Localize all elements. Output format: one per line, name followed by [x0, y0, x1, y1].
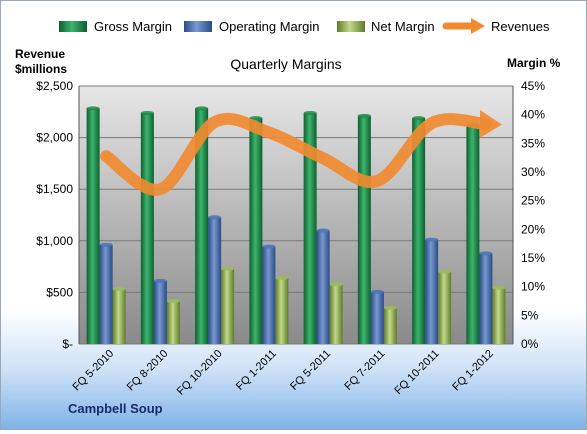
bar-net-margin	[112, 288, 126, 344]
legend-label-revenues: Revenues	[491, 19, 550, 34]
left-axis-ticks: $- $500 $1,000 $1,500 $2,000 $2,500	[36, 79, 73, 351]
right-tick-label: 35%	[521, 136, 545, 150]
right-tick-label: 20%	[521, 222, 545, 236]
left-axis-title-line1: Revenue	[15, 47, 65, 61]
bar-operating-margin	[99, 244, 113, 344]
bar-operating-margin	[208, 217, 222, 344]
bar-cap-gross-margin	[86, 106, 100, 111]
x-tick-label: FQ 10-2010	[175, 348, 225, 398]
legend-swatch-gross-margin	[59, 21, 87, 32]
legend-label-operating-margin: Operating Margin	[219, 19, 319, 34]
bar-cap-gross-margin	[249, 116, 263, 121]
bar-operating-margin	[153, 280, 167, 344]
x-tick-label: FQ 8-2010	[125, 348, 171, 394]
right-tick-label: 0%	[521, 337, 539, 351]
company-label: Campbell Soup	[68, 401, 163, 416]
bar-cap-operating-margin	[479, 251, 493, 256]
legend-arrowhead-revenues	[471, 18, 485, 34]
right-tick-label: 5%	[521, 308, 539, 322]
bar-cap-net-margin	[166, 299, 180, 303]
left-axis-title-line2: $millions	[15, 62, 67, 76]
left-tick-label: $1,500	[36, 182, 73, 196]
right-tick-label: 25%	[521, 194, 545, 208]
x-tick-label: FQ 5-2011	[288, 348, 333, 393]
right-axis-ticks: 0% 5% 10% 15% 20% 25% 30% 35% 40% 45%	[521, 79, 545, 351]
right-tick-label: 15%	[521, 251, 545, 265]
bar-net-margin	[438, 271, 452, 344]
x-axis-ticks: FQ 5-2010 FQ 8-2010 FQ 10-2010 FQ 1-2011 FQ …	[71, 348, 496, 398]
bar-cap-gross-margin	[140, 110, 154, 115]
bar-cap-net-margin	[221, 266, 235, 271]
bar-operating-margin	[316, 230, 330, 344]
x-tick-label: FQ 7-2011	[342, 348, 387, 393]
bar-gross-margin	[86, 108, 100, 344]
right-tick-label: 40%	[521, 108, 545, 122]
bar-gross-margin	[195, 108, 209, 344]
bar-operating-margin	[370, 291, 384, 344]
legend-swatch-net-margin	[337, 21, 365, 32]
bar-cap-net-margin	[112, 286, 126, 291]
revenue-line	[100, 112, 492, 196]
bar-net-margin	[275, 278, 289, 344]
bar-cap-gross-margin	[412, 116, 426, 121]
legend: Gross Margin Operating Margin Net Margin…	[59, 18, 550, 34]
x-tick-label: FQ 5-2010	[71, 348, 117, 394]
bar-gross-margin	[412, 118, 426, 345]
bar-gross-margin	[249, 118, 263, 345]
bars-layer	[86, 106, 506, 345]
bar-cap-operating-margin	[262, 244, 276, 249]
chart-title: Quarterly Margins	[230, 56, 341, 72]
bar-gross-margin	[466, 124, 480, 344]
bar-cap-operating-margin	[208, 215, 222, 220]
bar-cap-net-margin	[383, 305, 397, 310]
legend-label-net-margin: Net Margin	[371, 19, 435, 34]
bar-cap-operating-margin	[425, 237, 439, 242]
right-tick-label: 10%	[521, 280, 545, 294]
x-tick-label: FQ 1-2011	[234, 348, 279, 393]
bar-cap-net-margin	[492, 285, 506, 290]
bar-cap-net-margin	[275, 276, 289, 281]
bar-net-margin	[492, 287, 506, 344]
left-tick-label: $2,000	[36, 131, 73, 145]
legend-label-gross-margin: Gross Margin	[94, 19, 172, 34]
x-tick-label: FQ 10-2011	[392, 348, 441, 397]
bar-gross-margin	[140, 112, 154, 345]
x-tick-label: FQ 1-2012	[450, 348, 496, 394]
bar-cap-gross-margin	[303, 110, 317, 115]
bar-cap-operating-margin	[370, 289, 384, 294]
revenue-line-layer	[100, 110, 502, 196]
bar-net-margin	[383, 307, 397, 344]
bar-net-margin	[221, 268, 235, 344]
bar-gross-margin	[303, 112, 317, 345]
legend-swatch-operating-margin	[184, 21, 212, 32]
revenue-line-arrowhead	[479, 110, 502, 139]
bar-net-margin	[329, 284, 343, 344]
right-axis-title: Margin %	[507, 56, 561, 70]
bar-cap-net-margin	[438, 269, 452, 274]
bar-cap-gross-margin	[357, 113, 371, 118]
bar-net-margin	[166, 301, 180, 344]
left-tick-label: $500	[46, 285, 73, 299]
bar-cap-net-margin	[329, 282, 343, 287]
left-tick-label: $-	[62, 337, 73, 351]
bar-cap-operating-margin	[99, 242, 113, 247]
bar-cap-operating-margin	[153, 278, 167, 283]
bar-cap-operating-margin	[316, 228, 330, 233]
bar-operating-margin	[425, 239, 439, 344]
bar-cap-gross-margin	[195, 106, 209, 111]
left-tick-label: $1,000	[36, 234, 73, 248]
right-tick-label: 45%	[521, 79, 545, 93]
left-tick-label: $2,500	[36, 79, 73, 93]
bar-gross-margin	[357, 115, 371, 345]
right-tick-label: 30%	[521, 165, 545, 179]
bar-operating-margin	[479, 253, 493, 344]
bar-operating-margin	[262, 246, 276, 344]
